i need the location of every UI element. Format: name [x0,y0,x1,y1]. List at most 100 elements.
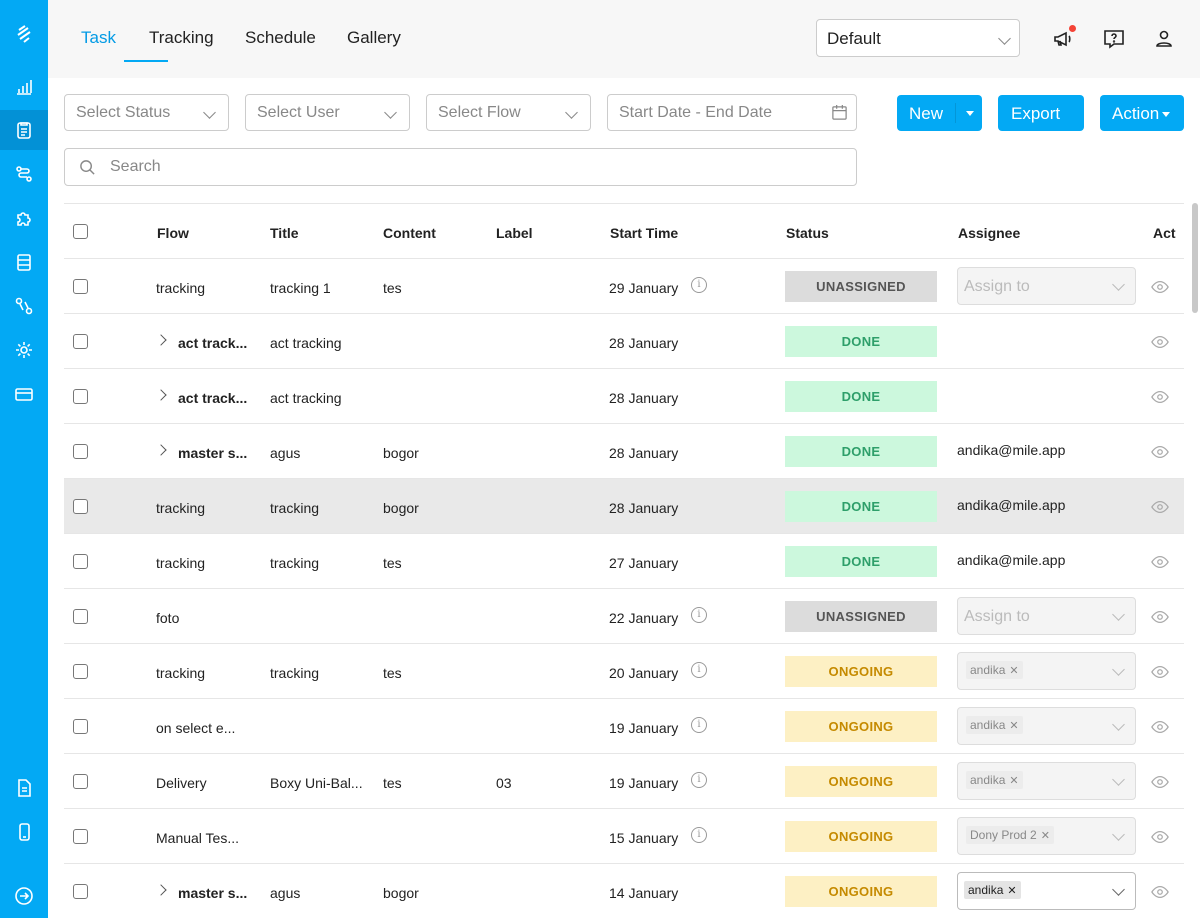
table-row[interactable]: master s... agus bogor 14 January ONGOIN… [64,864,1184,918]
eye-icon[interactable] [1151,443,1169,461]
logo-icon[interactable] [0,14,48,54]
file-text-icon[interactable] [0,768,48,808]
info-icon[interactable]: i [691,277,707,293]
eye-icon[interactable] [1151,388,1169,406]
user-icon[interactable] [1152,27,1176,51]
table-row[interactable]: foto 22 January i UNASSIGNED Assign to [64,589,1184,644]
chevron-right-icon[interactable] [155,884,167,896]
table-row[interactable]: act track... act tracking 28 January DON… [64,314,1184,369]
action-button[interactable]: Action [1100,95,1184,131]
row-checkbox[interactable] [73,719,88,734]
chevron-right-icon[interactable] [155,389,167,401]
caret-down-icon[interactable] [966,111,974,116]
eye-icon[interactable] [1151,553,1169,571]
header-start-time[interactable]: Start Time [610,225,679,241]
table-row[interactable]: tracking tracking tes 20 January i ONGOI… [64,644,1184,699]
view-select[interactable]: Default [816,19,1020,57]
flow-icon[interactable] [0,154,48,194]
chevron-right-icon[interactable] [155,334,167,346]
document-icon[interactable] [0,242,48,282]
assign-select[interactable]: Dony Prod 2 ✕ [957,817,1136,855]
assign-select[interactable]: andika ✕ [957,652,1136,690]
row-checkbox[interactable] [73,334,88,349]
chevron-down-icon [998,32,1011,45]
eye-icon[interactable] [1151,663,1169,681]
assign-select[interactable]: andika ✕ [957,872,1136,910]
header-content[interactable]: Content [383,225,436,241]
select-all-checkbox[interactable] [73,224,88,239]
search-input[interactable]: Search [64,148,857,186]
close-icon[interactable]: ✕ [1009,665,1019,677]
row-checkbox[interactable] [73,664,88,679]
row-checkbox[interactable] [73,884,88,899]
date-range-filter[interactable]: Start Date - End Date [607,94,857,131]
card-icon[interactable] [0,374,48,414]
status-filter[interactable]: Select Status [64,94,229,131]
flow-filter[interactable]: Select Flow [426,94,591,131]
row-checkbox[interactable] [73,774,88,789]
assign-select[interactable]: andika ✕ [957,707,1136,745]
eye-icon[interactable] [1151,333,1169,351]
route-icon[interactable] [0,286,48,326]
info-icon[interactable]: i [691,717,707,733]
table-row[interactable]: act track... act tracking 28 January DON… [64,369,1184,424]
row-checkbox[interactable] [73,499,88,514]
table-row[interactable]: on select e... 19 January i ONGOING andi… [64,699,1184,754]
table-row[interactable]: tracking tracking 1 tes 29 January i UNA… [64,259,1184,314]
assignee-chip-label: andika [968,883,1004,897]
eye-icon[interactable] [1151,278,1169,296]
header-label[interactable]: Label [496,225,533,241]
assign-select[interactable]: andika ✕ [957,762,1136,800]
megaphone-icon[interactable] [1051,27,1075,51]
clipboard-icon[interactable] [0,110,48,150]
close-icon[interactable]: ✕ [1007,885,1017,897]
eye-icon[interactable] [1151,883,1169,901]
row-checkbox[interactable] [73,444,88,459]
flow-filter-placeholder: Select Flow [438,104,521,121]
table-row[interactable]: Manual Tes... 15 January i ONGOING Dony … [64,809,1184,864]
eye-icon[interactable] [1151,773,1169,791]
row-checkbox[interactable] [73,389,88,404]
scrollbar[interactable] [1192,203,1198,313]
row-checkbox[interactable] [73,279,88,294]
header-title[interactable]: Title [270,225,299,241]
close-icon[interactable]: ✕ [1040,830,1050,842]
gear-icon[interactable] [0,330,48,370]
table-row[interactable]: tracking tracking tes 27 January DONE an… [64,534,1184,589]
close-icon[interactable]: ✕ [1009,775,1019,787]
chart-icon[interactable] [0,67,48,107]
close-icon[interactable]: ✕ [1009,720,1019,732]
split-divider [955,103,956,123]
tab-gallery[interactable]: Gallery [347,28,401,47]
tab-tracking[interactable]: Tracking [149,28,214,47]
tab-task[interactable]: Task [81,28,116,47]
header-assignee[interactable]: Assignee [958,225,1021,241]
eye-icon[interactable] [1151,498,1169,516]
mobile-icon[interactable] [0,812,48,852]
puzzle-icon[interactable] [0,198,48,238]
help-icon[interactable] [1102,27,1126,51]
header-flow[interactable]: Flow [157,225,189,241]
assign-select[interactable]: Assign to [957,597,1136,635]
info-icon[interactable]: i [691,772,707,788]
logout-icon[interactable] [0,876,48,916]
table-row[interactable]: Delivery Boxy Uni-Bal... tes 03 19 Janua… [64,754,1184,809]
eye-icon[interactable] [1151,718,1169,736]
table-row[interactable]: tracking tracking bogor 28 January DONE … [64,479,1184,534]
header-status[interactable]: Status [786,225,829,241]
info-icon[interactable]: i [691,827,707,843]
chevron-right-icon[interactable] [155,444,167,456]
row-checkbox[interactable] [73,829,88,844]
eye-icon[interactable] [1151,608,1169,626]
info-icon[interactable]: i [691,662,707,678]
tab-schedule[interactable]: Schedule [245,28,316,47]
eye-icon[interactable] [1151,828,1169,846]
row-checkbox[interactable] [73,554,88,569]
export-button[interactable]: Export [998,95,1084,138]
new-button[interactable]: New [897,95,982,131]
table-row[interactable]: master s... agus bogor 28 January DONE a… [64,424,1184,479]
info-icon[interactable]: i [691,607,707,623]
assign-select[interactable]: Assign to [957,267,1136,305]
row-checkbox[interactable] [73,609,88,624]
user-filter[interactable]: Select User [245,94,410,131]
